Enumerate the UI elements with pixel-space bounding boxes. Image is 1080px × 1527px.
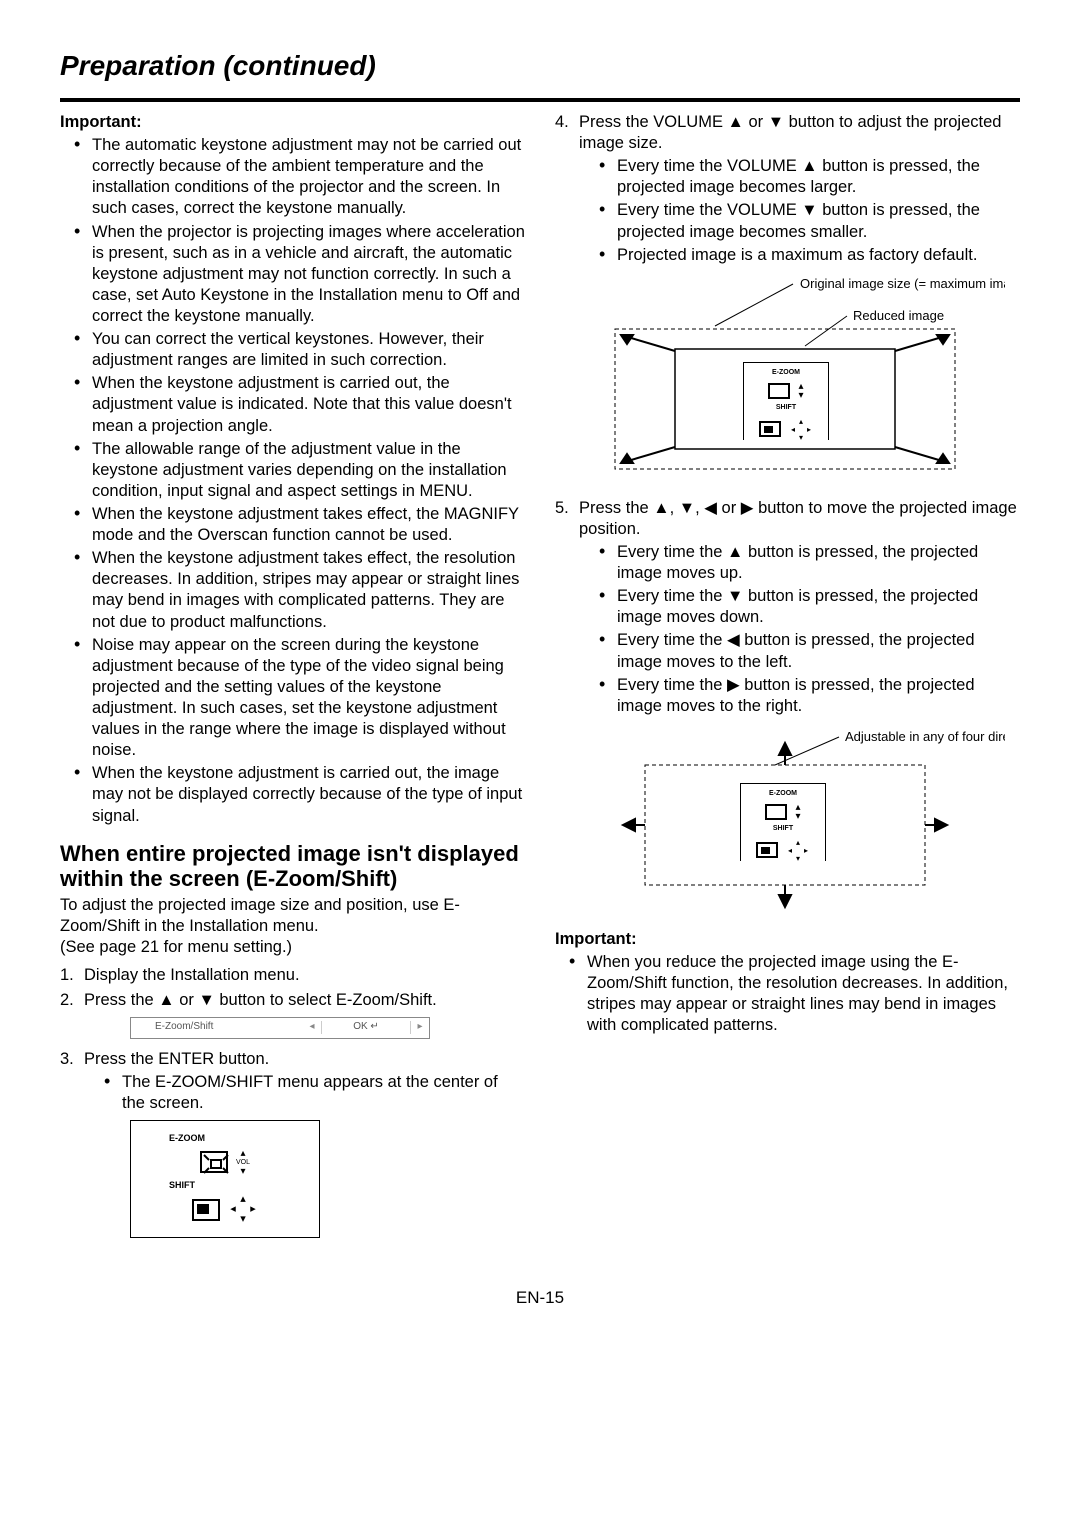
step5-sub: Every time the ▲ button is pressed, the … [603,542,1020,584]
step-number: 3. [60,1049,74,1070]
original-size-label: Original image size (= maximum image siz… [800,276,1005,291]
step5-sub: Every time the ▼ button is pressed, the … [603,586,1020,628]
intro-line: To adjust the projected image size and p… [60,895,525,937]
ezoom-steps: 1. Display the Installation menu. 2. Pre… [60,965,525,1011]
zoom-size-diagram: Original image size (= maximum image siz… [575,274,1020,484]
dpad-icon: ▴◂▸▾ [786,838,810,861]
volume-arrows-icon: ▴VOL▾ [236,1149,250,1176]
step-text: Press the ▲ or ▼ button to select E-Zoom… [84,991,437,1009]
ezoom-steps-cont: 3. Press the ENTER button. The E-ZOOM/SH… [60,1049,525,1114]
page-title: Preparation (continued) [60,50,1020,86]
dpad-icon: ▴ ◂▸ ▾ [228,1195,258,1225]
shift-icon [759,421,781,437]
page-number: EN-15 [60,1288,1020,1308]
ezoom-intro: To adjust the projected image size and p… [60,895,525,958]
step-3-sub: The E-ZOOM/SHIFT menu appears at the cen… [108,1072,525,1114]
important-item: Noise may appear on the screen during th… [78,635,525,762]
important-item: The automatic keystone adjustment may no… [78,135,525,219]
right-steps-2: 5. Press the ▲, ▼, ◀ or ▶ button to move… [555,498,1020,717]
important-list-right: When you reduce the projected image usin… [555,952,1020,1036]
important-item: When the keystone adjustment is carried … [78,763,525,826]
step-4: 4. Press the VOLUME ▲ or ▼ button to adj… [555,112,1020,266]
reduced-image-label: Reduced image [853,308,944,323]
ezoom-shift-panel-figure: E-ZOOM ▴VOL▾ SHIFT ▴ ◂▸ ▾ [130,1120,320,1238]
step-5: 5. Press the ▲, ▼, ◀ or ▶ button to move… [555,498,1020,717]
mini-ezoom-panel: E-ZOOM ▴▾ SHIFT ▴◂▸▾ [740,783,826,861]
right-steps: 4. Press the VOLUME ▲ or ▼ button to adj… [555,112,1020,266]
shift-label: SHIFT [169,1180,195,1192]
important-item: When the projector is projecting images … [78,222,525,328]
ezoom-icon [765,804,787,820]
adjustable-label: Adjustable in any of four directions [845,729,1005,744]
left-column: Important: The automatic keystone adjust… [60,112,525,1248]
step-number: 4. [555,112,569,133]
volume-arrows-icon: ▴▾ [795,803,800,821]
mini-ezoom-panel: E-ZOOM ▴▾ SHIFT ▴◂▸▾ [743,362,829,440]
ezoom-icon [200,1151,228,1173]
step-text: Press the ENTER button. [84,1050,269,1068]
title-rule [60,98,1020,102]
important-item: When you reduce the projected image usin… [573,952,1020,1036]
menu-bar-ok: OK ↵ [321,1021,411,1034]
right-column: 4. Press the VOLUME ▲ or ▼ button to adj… [555,112,1020,1248]
important-item: When the keystone adjustment takes effec… [78,548,525,632]
ezoom-section-heading: When entire projected image isn't displa… [60,841,525,892]
step-2: 2. Press the ▲ or ▼ button to select E-Z… [60,990,525,1011]
important-heading-right: Important: [555,929,1020,950]
step-3: 3. Press the ENTER button. The E-ZOOM/SH… [60,1049,525,1114]
step-1: 1. Display the Installation menu. [60,965,525,986]
step-text: Press the ▲, ▼, ◀ or ▶ button to move th… [579,499,1017,538]
triangle-right-icon: ▸ [411,1021,429,1034]
step4-sub: Every time the VOLUME ▼ button is presse… [603,200,1020,242]
shift-icon [756,842,778,858]
intro-line: (See page 21 for menu setting.) [60,937,525,958]
step-number: 2. [60,990,74,1011]
important-list-left: The automatic keystone adjustment may no… [60,135,525,827]
ezoom-menu-bar-figure: E-Zoom/Shift ◂ OK ↵ ▸ [130,1017,430,1039]
step-text: Press the VOLUME ▲ or ▼ button to adjust… [579,113,1001,152]
volume-arrows-icon: ▴▾ [798,382,803,400]
important-item: The allowable range of the adjustment va… [78,439,525,502]
important-item: When the keystone adjustment is carried … [78,373,525,436]
step-text: Display the Installation menu. [84,966,300,984]
shift-direction-diagram: Adjustable in any of four directions E-Z… [575,725,1020,915]
important-heading-left: Important: [60,112,525,133]
dpad-icon: ▴◂▸▾ [789,417,813,440]
two-column-layout: Important: The automatic keystone adjust… [60,112,1020,1248]
step5-sub: Every time the ◀ button is pressed, the … [603,630,1020,672]
triangle-left-icon: ◂ [303,1021,321,1034]
shift-icon [192,1199,220,1221]
step4-sub: Projected image is a maximum as factory … [603,245,1020,266]
step-number: 1. [60,965,74,986]
menu-bar-label: E-Zoom/Shift [149,1021,303,1034]
step-number: 5. [555,498,569,519]
important-item: When the keystone adjustment takes effec… [78,504,525,546]
important-item: You can correct the vertical keystones. … [78,329,525,371]
step4-sub: Every time the VOLUME ▲ button is presse… [603,156,1020,198]
ezoom-label: E-ZOOM [169,1133,205,1145]
ezoom-icon [768,383,790,399]
step5-sub: Every time the ▶ button is pressed, the … [603,675,1020,717]
